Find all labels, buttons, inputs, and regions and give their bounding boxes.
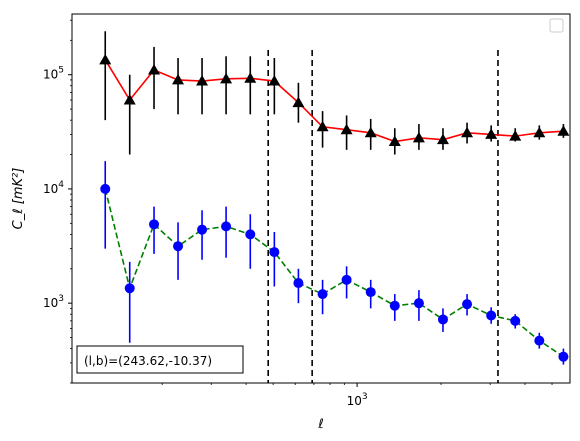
series-2-point	[341, 274, 352, 285]
series-2-point	[437, 314, 448, 325]
series-1-point	[268, 75, 281, 86]
series-1-point	[412, 131, 425, 143]
annotation-box	[76, 345, 244, 374]
series-2-point	[486, 310, 497, 321]
series-1-point	[436, 133, 449, 145]
legend-box	[549, 18, 564, 33]
series-1-point	[316, 120, 329, 132]
plot-content	[99, 31, 570, 383]
series-1-point	[364, 126, 377, 138]
series-1-point	[340, 123, 353, 135]
axes-frame	[71, 13, 571, 384]
series-2-point	[365, 287, 376, 298]
x-tick-label: 103	[347, 392, 368, 408]
series-2-point	[534, 335, 545, 346]
series-2-point	[173, 241, 184, 252]
series-1-line	[104, 59, 564, 143]
series-2-point	[558, 351, 569, 362]
series-1-point	[388, 135, 401, 147]
y-tick-label: 104	[43, 180, 64, 196]
series-1-point	[244, 72, 257, 83]
series-2-point	[124, 283, 135, 294]
series-1-point	[123, 94, 136, 105]
series-2-point	[197, 224, 208, 235]
series-1-point	[172, 73, 185, 85]
axes: 103 104 105 103	[43, 13, 571, 408]
series-1-point	[196, 75, 209, 86]
series-2-point	[149, 219, 160, 230]
series-2-point	[317, 289, 328, 300]
series-2-point	[462, 299, 473, 310]
series-1-point	[148, 63, 161, 75]
series-2-point	[100, 183, 111, 194]
series-1-point	[292, 96, 305, 108]
plot-area	[99, 31, 570, 383]
series-1-point	[533, 126, 546, 138]
series-2-point	[269, 247, 280, 258]
series-1-point	[99, 53, 112, 65]
series-2-line	[104, 188, 564, 358]
series-2-point	[413, 298, 424, 309]
series-1-point	[220, 72, 233, 84]
series-1-point	[509, 130, 522, 141]
series-1-point	[461, 126, 474, 138]
series-2-point	[389, 300, 400, 311]
y-axis-label: C_ℓ [mK²]	[11, 168, 26, 230]
series-2-point	[510, 315, 521, 326]
series-2-point	[293, 278, 304, 289]
series-1-point	[557, 125, 570, 136]
y-tick-label: 103	[43, 294, 64, 310]
series-2-point	[245, 229, 256, 240]
y-tick-label: 105	[43, 66, 64, 82]
series-2-point	[221, 221, 232, 232]
annotation-text: (l,b)=(243.62,-10.37)	[84, 354, 212, 368]
series-1-point	[485, 128, 498, 139]
x-axis-label: ℓ	[317, 417, 323, 432]
